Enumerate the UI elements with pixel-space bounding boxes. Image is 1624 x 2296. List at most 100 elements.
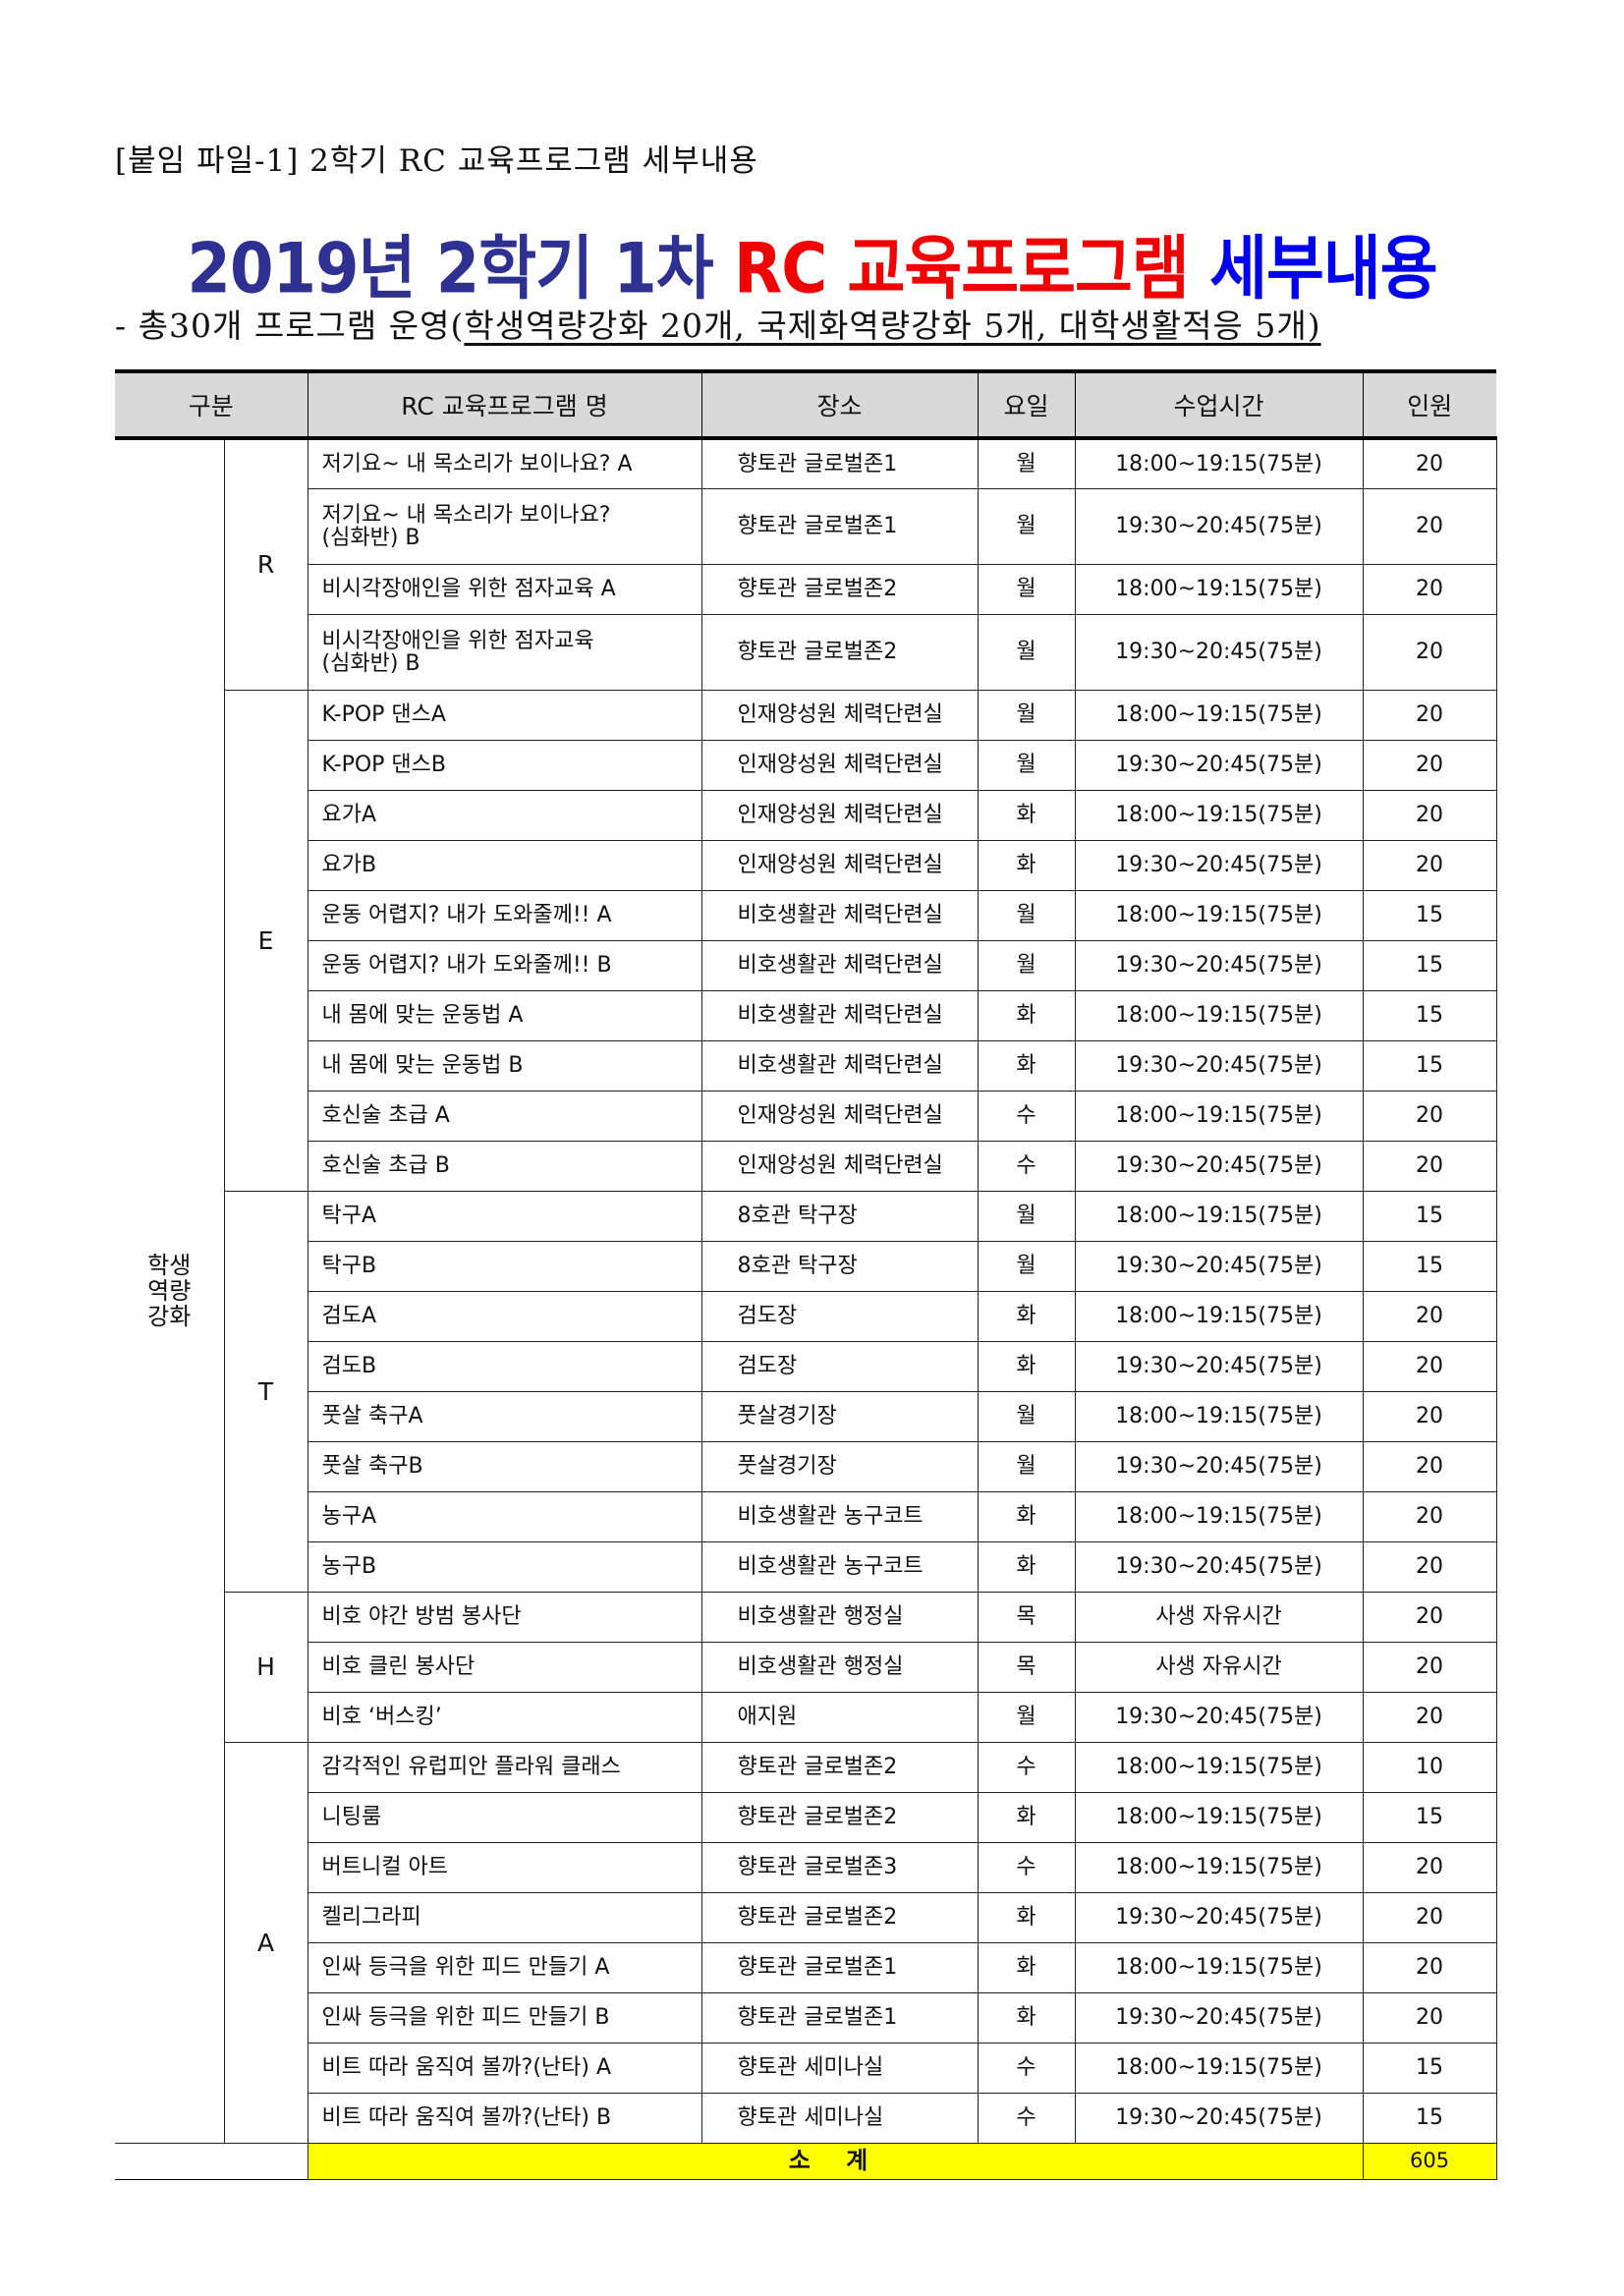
place: 8호관 탁구장 bbox=[700, 1240, 979, 1292]
program-name: 인싸 등극을 위한 피드 만들기 B bbox=[307, 1991, 702, 2044]
day: 월 bbox=[977, 889, 1076, 941]
table-header-row: 구분 RC 교육프로그램 명 장소 요일 수업시간 인원 bbox=[115, 369, 1497, 440]
place: 향토관 글로벌존2 bbox=[700, 1741, 979, 1793]
count: 20 bbox=[1362, 1290, 1497, 1342]
count: 15 bbox=[1362, 1039, 1497, 1092]
category-label: H bbox=[223, 1591, 308, 1743]
count: 15 bbox=[1362, 1240, 1497, 1292]
day: 수 bbox=[977, 1841, 1076, 1893]
place: 향토관 글로벌존1 bbox=[700, 437, 979, 489]
place: 풋살경기장 bbox=[700, 1390, 979, 1442]
category-label: R bbox=[223, 437, 308, 691]
place: 향토관 글로벌존2 bbox=[700, 1791, 979, 1843]
class-time: 사생 자유시간 bbox=[1074, 1591, 1364, 1643]
table-row: 요가A 인재양성원 체력단련실 화 18:00~19:15(75분) 20 bbox=[115, 789, 1497, 841]
place: 향토관 글로벌존2 bbox=[700, 1891, 979, 1943]
program-name: 비호 클린 봉사단 bbox=[307, 1641, 702, 1693]
day: 월 bbox=[977, 939, 1076, 991]
day: 수 bbox=[977, 2092, 1076, 2144]
category-label: E bbox=[223, 689, 308, 1192]
place: 비호생활관 체력단련실 bbox=[700, 939, 979, 991]
class-time: 19:30~20:45(75분) bbox=[1074, 939, 1364, 991]
place: 향토관 글로벌존1 bbox=[700, 1941, 979, 1993]
count: 15 bbox=[1362, 939, 1497, 991]
place: 향토관 글로벌존1 bbox=[700, 487, 979, 565]
subtitle-prefix: - 총30개 프로그램 운영( bbox=[115, 307, 465, 345]
place: 비호생활관 행정실 bbox=[700, 1641, 979, 1693]
subtotal-blank bbox=[115, 2142, 308, 2180]
program-name: 운동 어렵지? 내가 도와줄께!! A bbox=[307, 889, 702, 941]
program-name: 비호 ‘버스킹’ bbox=[307, 1691, 702, 1743]
table-row: 비호 클린 봉사단 비호생활관 행정실 목 사생 자유시간 20 bbox=[115, 1641, 1497, 1693]
program-name: 요가B bbox=[307, 839, 702, 891]
count: 20 bbox=[1362, 1691, 1497, 1743]
place: 인재양성원 체력단련실 bbox=[700, 839, 979, 891]
table-row: 켈리그라피 향토관 글로벌존2 화 19:30~20:45(75분) 20 bbox=[115, 1891, 1497, 1943]
day: 수 bbox=[977, 1140, 1076, 1192]
day: 월 bbox=[977, 613, 1076, 691]
place: 검도장 bbox=[700, 1290, 979, 1342]
program-name: 비시각장애인을 위한 점자교육 (심화반) B bbox=[307, 613, 702, 691]
day: 수 bbox=[977, 1090, 1076, 1142]
class-time: 19:30~20:45(75분) bbox=[1074, 1440, 1364, 1492]
class-time: 18:00~19:15(75분) bbox=[1074, 689, 1364, 741]
day: 월 bbox=[977, 1691, 1076, 1743]
place: 향토관 글로벌존2 bbox=[700, 613, 979, 691]
count: 20 bbox=[1362, 739, 1497, 791]
category-label: A bbox=[223, 1741, 308, 2144]
place: 향토관 글로벌존2 bbox=[700, 563, 979, 615]
count: 15 bbox=[1362, 989, 1497, 1041]
day: 화 bbox=[977, 1891, 1076, 1943]
class-time: 19:30~20:45(75분) bbox=[1074, 839, 1364, 891]
program-name: 호신술 초급 B bbox=[307, 1140, 702, 1192]
count: 20 bbox=[1362, 839, 1497, 891]
program-name: 비시각장애인을 위한 점자교육 A bbox=[307, 563, 702, 615]
class-time: 18:00~19:15(75분) bbox=[1074, 1190, 1364, 1242]
table-row: 호신술 초급 B 인재양성원 체력단련실 수 19:30~20:45(75분) 20 bbox=[115, 1140, 1497, 1192]
class-time: 18:00~19:15(75분) bbox=[1074, 1741, 1364, 1793]
category-label: T bbox=[223, 1190, 308, 1593]
day: 월 bbox=[977, 1190, 1076, 1242]
class-time: 18:00~19:15(75분) bbox=[1074, 1290, 1364, 1342]
place: 비호생활관 행정실 bbox=[700, 1591, 979, 1643]
count: 15 bbox=[1362, 1791, 1497, 1843]
subtitle: - 총30개 프로그램 운영(학생역량강화 20개, 국제화역량강화 5개, 대… bbox=[115, 300, 1321, 347]
count: 10 bbox=[1362, 1741, 1497, 1793]
class-time: 18:00~19:15(75분) bbox=[1074, 789, 1364, 841]
count: 20 bbox=[1362, 789, 1497, 841]
table-row: 저기요~ 내 목소리가 보이나요? (심화반) B 향토관 글로벌존1 월 19:30… bbox=[115, 487, 1497, 565]
table-row: 풋살 축구B 풋살경기장 월 19:30~20:45(75분) 20 bbox=[115, 1440, 1497, 1492]
table-row: 비시각장애인을 위한 점자교육 A 향토관 글로벌존2 월 18:00~19:15(7… bbox=[115, 563, 1497, 615]
count: 20 bbox=[1362, 1490, 1497, 1542]
program-name: 저기요~ 내 목소리가 보이나요? A bbox=[307, 437, 702, 489]
table-row: 비트 따라 움직여 볼까?(난타) B 향토관 세미나실 수 19:30~20:45(… bbox=[115, 2092, 1497, 2144]
program-table: 구분 RC 교육프로그램 명 장소 요일 수업시간 인원 학생역량강화 R 저기요~… bbox=[115, 369, 1497, 2180]
day: 월 bbox=[977, 739, 1076, 791]
table-row: 니팅룸 향토관 글로벌존2 화 18:00~19:15(75분) 15 bbox=[115, 1791, 1497, 1843]
table-row: 농구B 비호생활관 농구코트 화 19:30~20:45(75분) 20 bbox=[115, 1540, 1497, 1593]
program-name: K-POP 댄스B bbox=[307, 739, 702, 791]
day: 화 bbox=[977, 839, 1076, 891]
day: 수 bbox=[977, 1741, 1076, 1793]
group-label-text: 학생역량강화 bbox=[147, 1252, 192, 1331]
table-row: 농구A 비호생활관 농구코트 화 18:00~19:15(75분) 20 bbox=[115, 1490, 1497, 1542]
day: 화 bbox=[977, 1039, 1076, 1092]
program-name: 비트 따라 움직여 볼까?(난타) B bbox=[307, 2092, 702, 2144]
subtitle-underlined: 학생역량강화 20개, 국제화역량강화 5개, 대학생활적응 5개) bbox=[464, 307, 1321, 345]
table-row: 비시각장애인을 위한 점자교육 (심화반) B 향토관 글로벌존2 월 19:30~2… bbox=[115, 613, 1497, 691]
class-time: 19:30~20:45(75분) bbox=[1074, 1140, 1364, 1192]
program-name: 저기요~ 내 목소리가 보이나요? (심화반) B bbox=[307, 487, 702, 565]
count: 15 bbox=[1362, 1190, 1497, 1242]
class-time: 19:30~20:45(75분) bbox=[1074, 1240, 1364, 1292]
day: 화 bbox=[977, 1490, 1076, 1542]
count: 15 bbox=[1362, 2092, 1497, 2144]
class-time: 19:30~20:45(75분) bbox=[1074, 613, 1364, 691]
header-count: 인원 bbox=[1362, 369, 1497, 440]
table-row: 비트 따라 움직여 볼까?(난타) A 향토관 세미나실 수 18:00~19:15(… bbox=[115, 2042, 1497, 2094]
class-time: 19:30~20:45(75분) bbox=[1074, 1540, 1364, 1593]
table-row: 호신술 초급 A 인재양성원 체력단련실 수 18:00~19:15(75분) 20 bbox=[115, 1090, 1497, 1142]
count: 20 bbox=[1362, 1090, 1497, 1142]
day: 월 bbox=[977, 563, 1076, 615]
class-time: 18:00~19:15(75분) bbox=[1074, 889, 1364, 941]
subtotal-row: 소 계 605 bbox=[115, 2142, 1497, 2180]
